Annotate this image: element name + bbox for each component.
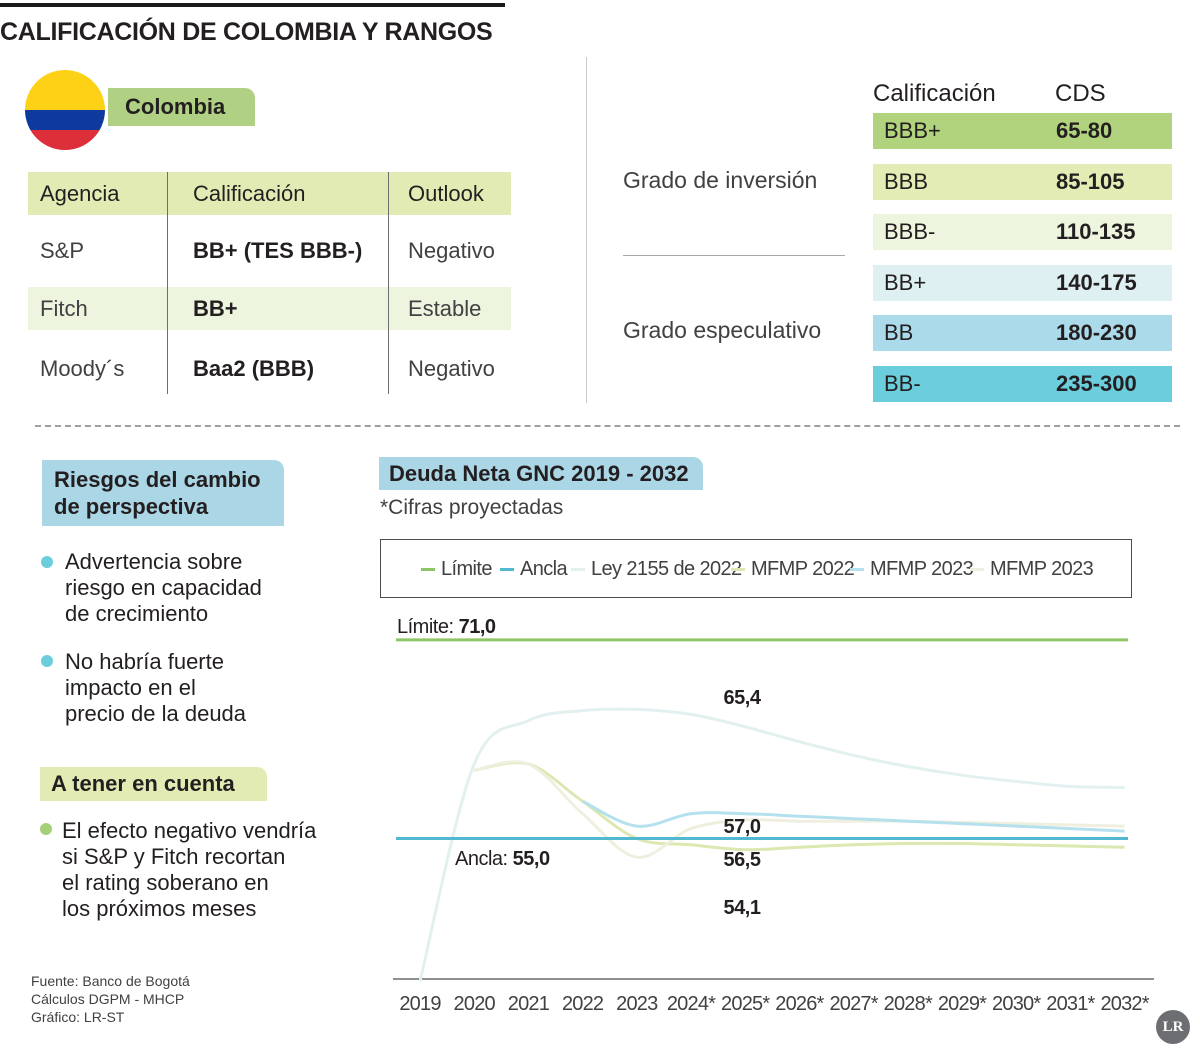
cds-value: 180-230 bbox=[1056, 320, 1137, 345]
page-title: CALIFICACIÓN DE COLOMBIA Y RANGOS bbox=[0, 18, 493, 46]
x-tick-label: 2030* bbox=[992, 993, 1041, 1015]
column-divider bbox=[388, 172, 389, 394]
x-tick-label: 2029* bbox=[938, 993, 987, 1015]
legend-swatch bbox=[571, 568, 585, 571]
column-divider bbox=[167, 172, 168, 394]
x-tick-label: 2019 bbox=[399, 993, 441, 1015]
table-row: S&P BB+ (TES BBB-) Negativo bbox=[28, 229, 511, 272]
bullet-icon bbox=[41, 655, 53, 667]
header-agency: Agencia bbox=[40, 181, 120, 206]
legend-swatch bbox=[421, 568, 435, 571]
cds-value: 235-300 bbox=[1056, 371, 1137, 396]
cds-value: 140-175 bbox=[1056, 270, 1137, 295]
dashed-divider bbox=[35, 425, 1180, 427]
source-note: Fuente: Banco de Bogotá Cálculos DGPM - … bbox=[31, 973, 190, 1025]
rating-header: Calificación bbox=[873, 80, 996, 107]
peak-annotation: 65,4 bbox=[724, 687, 762, 709]
risk-item: Advertencia sobre riesgo en capacidad de… bbox=[65, 549, 262, 626]
agency-rating: BB+ bbox=[193, 296, 238, 321]
table-row: Moody´s Baa2 (BBB) Negativo bbox=[28, 347, 511, 390]
x-tick-label: 2023 bbox=[616, 993, 658, 1015]
x-tick-label: 2024* bbox=[667, 993, 716, 1015]
notes-title: A tener en cuenta bbox=[40, 767, 267, 801]
agency-name: Fitch bbox=[40, 296, 88, 321]
rating-row: BB+ 140-175 bbox=[873, 265, 1172, 301]
series-line-mfmp-2023-5 bbox=[473, 760, 1125, 859]
x-tick-label: 2028* bbox=[884, 993, 933, 1015]
mfmp2023-annotation: 57,0 bbox=[724, 816, 761, 838]
limit-annotation: Límite: 71,0 bbox=[397, 616, 496, 638]
cds-value: 110-135 bbox=[1056, 219, 1136, 244]
risks-title: Riesgos del cambio de perspectiva bbox=[42, 460, 284, 526]
rating-label: BBB- bbox=[884, 219, 936, 244]
agency-outlook: Negativo bbox=[408, 238, 495, 263]
series-line-mfmp-2022-3 bbox=[473, 761, 1125, 852]
agency-outlook: Estable bbox=[408, 296, 482, 321]
header-outlook: Outlook bbox=[408, 181, 484, 206]
legend-swatch bbox=[731, 568, 745, 571]
cds-value: 65-80 bbox=[1056, 118, 1113, 143]
rating-row: BB 180-230 bbox=[873, 315, 1172, 351]
rating-label: BBB+ bbox=[884, 118, 941, 143]
risk-item: No habría fuerte impacto en el precio de… bbox=[65, 649, 247, 726]
country-label: Colombia bbox=[108, 88, 255, 126]
header-rating: Calificación bbox=[193, 181, 306, 206]
legend-swatch bbox=[970, 568, 984, 571]
series-line-ley-2155-de-2022-2 bbox=[418, 707, 1125, 982]
agency-rating: BB+ (TES BBB-) bbox=[193, 238, 363, 263]
mfmp2022-annotation: 54,1 bbox=[724, 897, 761, 919]
grade-divider bbox=[623, 255, 845, 256]
debt-line-chart: 2019 2020 2021 2022 2023 2024* 2025* 2026* 2027*… bbox=[393, 616, 1154, 1015]
x-tick-label: 2032* bbox=[1100, 993, 1149, 1015]
agency-rating: Baa2 (BBB) bbox=[193, 356, 315, 381]
bullet-icon bbox=[40, 823, 52, 835]
x-tick-label: 2021 bbox=[508, 993, 550, 1015]
section-divider bbox=[586, 57, 587, 403]
x-tick-label: 2020 bbox=[454, 993, 496, 1015]
series-line-mfmp-2023-4 bbox=[581, 799, 1125, 833]
rating-row: BBB 85-105 bbox=[873, 164, 1172, 200]
x-tick-label: 2022 bbox=[562, 993, 604, 1015]
note-item: El efecto negativo vendría si S&P y Fitc… bbox=[62, 818, 317, 921]
bullet-icon bbox=[41, 556, 53, 568]
legend-swatch bbox=[850, 568, 864, 571]
table-row: Fitch BB+ Estable bbox=[28, 287, 511, 330]
title-rule bbox=[0, 3, 505, 7]
anchor-annotation: Ancla: 55,0 bbox=[455, 848, 550, 870]
cds-header: CDS bbox=[1055, 80, 1106, 107]
rating-row: BB- 235-300 bbox=[873, 366, 1172, 402]
agency-table-header: Agencia Calificación Outlook bbox=[28, 172, 511, 215]
x-tick-label: 2031* bbox=[1046, 993, 1095, 1015]
agency-name: S&P bbox=[40, 238, 85, 263]
colombia-flag-icon bbox=[25, 70, 105, 150]
legend-swatch bbox=[500, 568, 514, 571]
x-tick-label: 2027* bbox=[829, 993, 878, 1015]
x-tick-label: 2025* bbox=[721, 993, 770, 1015]
mfmp2023b-annotation: 56,5 bbox=[724, 849, 761, 871]
chart-title: Deuda Neta GNC 2019 - 2032 bbox=[379, 457, 703, 490]
investment-grade-label: Grado de inversión bbox=[623, 167, 818, 193]
rating-label: BB- bbox=[884, 371, 921, 396]
speculative-grade-label: Grado especulativo bbox=[623, 317, 822, 343]
lr-logo-icon: LR bbox=[1156, 1010, 1190, 1044]
agency-outlook: Negativo bbox=[408, 356, 495, 381]
rating-label: BB bbox=[884, 320, 914, 345]
agency-name: Moody´s bbox=[40, 356, 125, 381]
chart-legend: Límite Ancla Ley 2155 de 2022 MFMP 2022 … bbox=[380, 539, 1132, 598]
rating-row: BBB+ 65-80 bbox=[873, 113, 1172, 149]
chart-subtitle: *Cifras proyectadas bbox=[380, 496, 564, 519]
cds-value: 85-105 bbox=[1056, 169, 1125, 194]
rating-row: BBB- 110-135 bbox=[873, 214, 1172, 250]
rating-label: BBB bbox=[884, 169, 929, 194]
rating-label: BB+ bbox=[884, 270, 927, 295]
x-tick-label: 2026* bbox=[775, 993, 824, 1015]
